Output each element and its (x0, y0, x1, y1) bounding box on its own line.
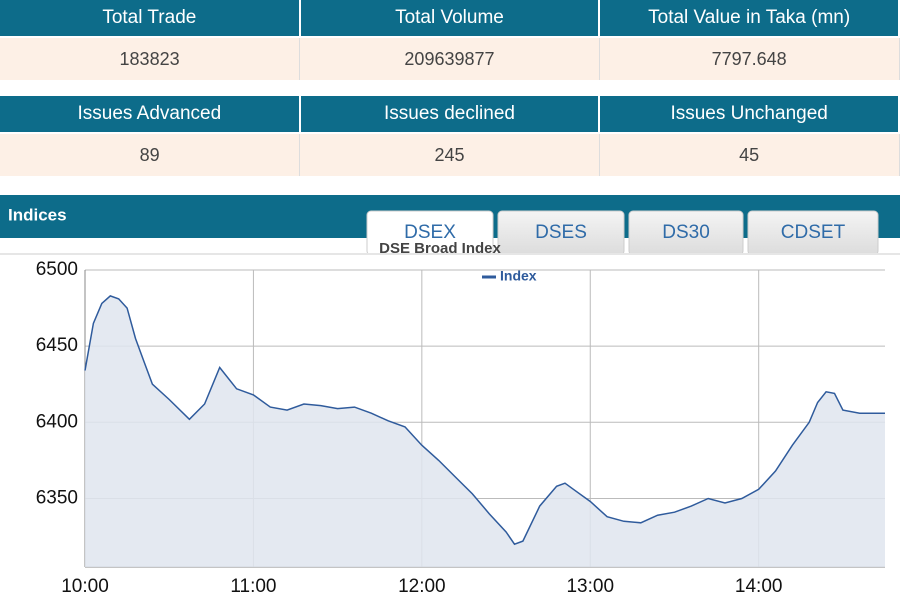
issues-table: Issues Advanced Issues declined Issues Unc… (0, 96, 900, 176)
header-cell: Issues Advanced (0, 96, 301, 133)
value-cell: 245 (299, 132, 600, 176)
header-cell: Issues declined (299, 96, 601, 133)
legend-label: Index (500, 268, 537, 284)
header-cell: Issues Unchanged (599, 96, 900, 133)
x-tick-label: 13:00 (566, 576, 614, 597)
x-tick-label: 14:00 (735, 576, 783, 597)
value-cell: 209639877 (299, 36, 600, 80)
indices-panel: Indices DSEX DSES DS30 CDSET DSE Broad Index… (0, 195, 900, 600)
tab-label[interactable]: CDSET (781, 222, 846, 243)
value-cell: 7797.648 (599, 36, 900, 80)
value-cell: 89 (0, 132, 301, 176)
x-tick-label: 12:00 (398, 576, 446, 597)
tab-label[interactable]: DSES (535, 222, 587, 243)
header-cell: Total Value in Taka (mn) (599, 0, 900, 37)
x-tick-label: 10:00 (61, 576, 109, 597)
header-cell: Total Volume (299, 0, 601, 37)
summary-table: Total Trade Total Volume Total Value in Ta… (0, 0, 900, 80)
y-tick-label: 6500 (36, 259, 78, 280)
area-fill (85, 295, 885, 567)
y-tick-label: 6400 (36, 411, 78, 432)
chart-title: DSE Broad Index (379, 240, 501, 257)
y-tick-label: 6450 (36, 335, 78, 356)
section-title: Indices (8, 205, 67, 224)
header-cell: Total Trade (0, 0, 301, 37)
tab-label[interactable]: DS30 (662, 222, 710, 243)
value-cell: 183823 (0, 36, 301, 80)
line (84, 295, 885, 546)
value-cell: 45 (599, 132, 900, 176)
y-tick-label: 6350 (36, 487, 78, 508)
tab-label[interactable]: DSEX (404, 222, 456, 243)
x-tick-label: 11:00 (230, 576, 276, 597)
